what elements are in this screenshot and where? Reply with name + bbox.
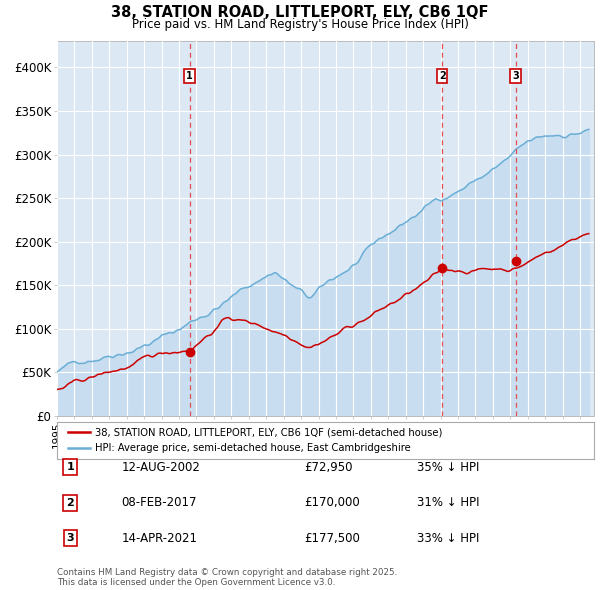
Text: 3: 3 — [67, 533, 74, 543]
Text: 33% ↓ HPI: 33% ↓ HPI — [417, 532, 479, 545]
Text: 1: 1 — [186, 71, 193, 81]
Text: 3: 3 — [512, 71, 519, 81]
Text: 1: 1 — [67, 463, 74, 472]
Text: Contains HM Land Registry data © Crown copyright and database right 2025.
This d: Contains HM Land Registry data © Crown c… — [57, 568, 397, 587]
Legend: 38, STATION ROAD, LITTLEPORT, ELY, CB6 1QF (semi-detached house), HPI: Average p: 38, STATION ROAD, LITTLEPORT, ELY, CB6 1… — [65, 425, 445, 457]
Text: £72,950: £72,950 — [304, 461, 353, 474]
Text: 2: 2 — [67, 498, 74, 507]
Text: £177,500: £177,500 — [304, 532, 360, 545]
Text: 12-AUG-2002: 12-AUG-2002 — [121, 461, 200, 474]
Text: 2: 2 — [439, 71, 446, 81]
Text: 08-FEB-2017: 08-FEB-2017 — [121, 496, 197, 509]
Text: 31% ↓ HPI: 31% ↓ HPI — [417, 496, 479, 509]
Text: 38, STATION ROAD, LITTLEPORT, ELY, CB6 1QF: 38, STATION ROAD, LITTLEPORT, ELY, CB6 1… — [111, 5, 489, 19]
Text: £170,000: £170,000 — [304, 496, 360, 509]
Text: 14-APR-2021: 14-APR-2021 — [121, 532, 197, 545]
Text: Price paid vs. HM Land Registry's House Price Index (HPI): Price paid vs. HM Land Registry's House … — [131, 18, 469, 31]
Text: 35% ↓ HPI: 35% ↓ HPI — [417, 461, 479, 474]
